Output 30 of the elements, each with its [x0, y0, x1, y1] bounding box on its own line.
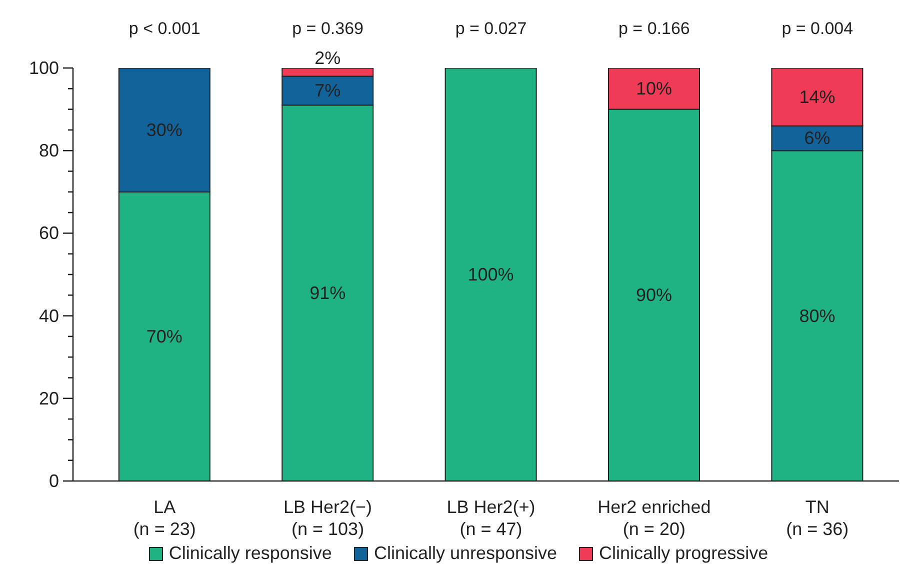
- x-tick-label: Her2 enriched (n = 20): [598, 497, 711, 539]
- y-tick-label: 0: [48, 471, 59, 491]
- data-label: 90%: [636, 285, 672, 306]
- text: p = 0.369: [292, 19, 364, 38]
- data-label: 14%: [799, 86, 836, 107]
- data-label: 10%: [636, 78, 672, 99]
- data-label: 2%: [314, 48, 341, 68]
- legend-label: Clinically progressive: [599, 543, 768, 564]
- y-tick-label: 20: [38, 388, 59, 408]
- data-label: 7%: [314, 80, 341, 101]
- data-label: 100%: [468, 264, 514, 284]
- y-tick-label: 80: [38, 140, 59, 161]
- x-tick-label: LA (n = 23): [133, 497, 196, 539]
- legend-label: Clinically responsive: [168, 543, 332, 564]
- text: p = 0.166: [618, 19, 690, 38]
- data-label: 70%: [146, 326, 182, 346]
- y-tick-label: 60: [38, 223, 59, 244]
- data-label: 80%: [799, 306, 836, 326]
- x-tick-label: TN (n = 36): [786, 497, 849, 539]
- x-tick-label: LB Her2(+) (n = 47): [446, 497, 536, 539]
- y-tick-label: 100: [28, 58, 59, 78]
- y-tick-label: 40: [38, 306, 59, 326]
- text: p = 0.004: [782, 19, 854, 38]
- data-label: 91%: [310, 283, 346, 304]
- legend-label: Clinically unresponsive: [374, 543, 558, 564]
- text: p = 0.027: [455, 19, 527, 38]
- text: p < 0.001: [128, 19, 200, 38]
- x-tick-label: LB Her2(−) (n = 103): [284, 497, 372, 539]
- data-label: 6%: [804, 128, 830, 148]
- data-label: 30%: [146, 120, 182, 140]
